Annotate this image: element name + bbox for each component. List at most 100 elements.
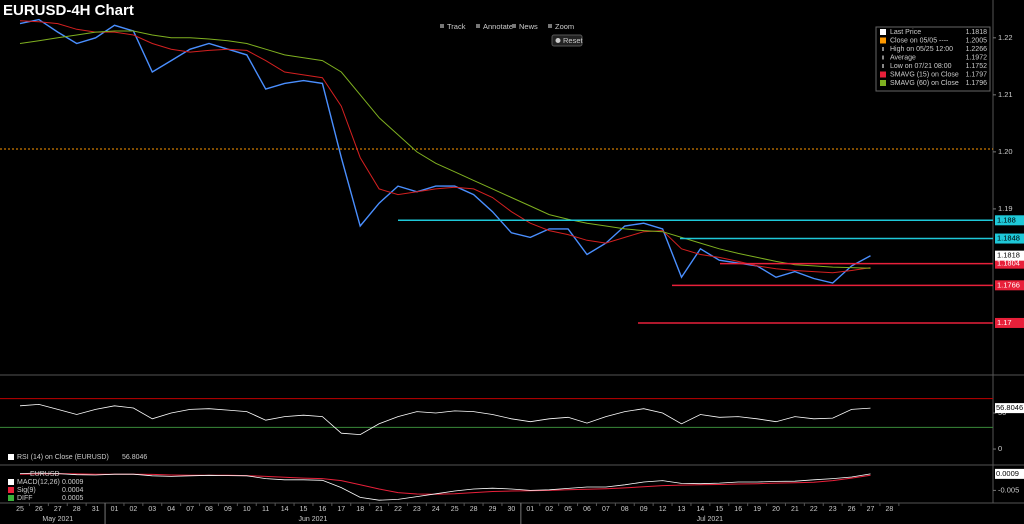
legend-value: 1.2005 xyxy=(966,37,988,44)
x-tick-label: 15 xyxy=(300,506,308,513)
legend-label: Average xyxy=(890,54,916,61)
rsi-legend-label: RSI (14) on Close (EURUSD) xyxy=(17,454,109,461)
moving-average xyxy=(19,30,871,269)
macd-legend-value: 0.0009 xyxy=(62,479,84,486)
month-label: May 2021 xyxy=(42,516,73,523)
y-tick-label: 1.20 xyxy=(998,147,1013,156)
y-tick-label: 1.21 xyxy=(998,90,1013,99)
last-price-label: 1.1818 xyxy=(997,251,1020,260)
toolbar-item[interactable]: Zoom xyxy=(555,22,574,31)
x-tick-label: 04 xyxy=(167,506,175,513)
macd-title: EURUSD xyxy=(30,471,60,478)
level-label: 1.17 xyxy=(997,318,1012,327)
toolbar-item[interactable]: Annotate xyxy=(483,22,513,31)
x-tick-label: 20 xyxy=(772,506,780,513)
x-tick-label: 09 xyxy=(224,506,232,513)
x-tick-label: 15 xyxy=(715,506,723,513)
x-tick-label: 16 xyxy=(734,506,742,513)
legend-swatch xyxy=(8,495,14,501)
level-label: 1.188 xyxy=(997,215,1016,224)
x-tick-label: 23 xyxy=(413,506,421,513)
macd-legend-value: 0.0005 xyxy=(62,495,84,502)
x-tick-label: 17 xyxy=(337,506,345,513)
toolbar-item[interactable]: Track xyxy=(447,22,466,31)
x-tick-label: 07 xyxy=(602,506,610,513)
legend-swatch xyxy=(880,37,886,44)
legend-icon xyxy=(882,47,884,51)
x-tick-label: 22 xyxy=(810,506,818,513)
macd-legend-label: MACD(12,26) xyxy=(17,479,60,486)
x-tick-label: 13 xyxy=(678,506,686,513)
level-tag xyxy=(995,280,1024,291)
x-tick-label: 23 xyxy=(829,506,837,513)
x-tick-label: 30 xyxy=(508,506,516,513)
x-tick-label: 07 xyxy=(186,506,194,513)
x-tick-label: 14 xyxy=(697,506,705,513)
reset-icon xyxy=(555,38,561,43)
rsi-tag-label: 56.8046 xyxy=(996,403,1023,412)
chart-title: EURUSD-4H Chart xyxy=(3,2,134,19)
level-label: 1.1848 xyxy=(997,234,1020,243)
macd-legend-label: Sig(9) xyxy=(17,487,36,494)
y-tick-label: 0 xyxy=(998,444,1002,453)
last-price-tag xyxy=(995,250,1024,261)
rsi-line xyxy=(19,403,871,436)
month-label: Jul 2021 xyxy=(697,516,724,523)
reset-button[interactable] xyxy=(551,34,583,47)
y-tick-label: -0.005 xyxy=(998,485,1019,494)
legend-swatch xyxy=(880,71,886,78)
legend-swatch xyxy=(8,487,14,493)
macd-tag xyxy=(995,468,1024,479)
legend-label: Last Price xyxy=(890,29,921,36)
legend-icon xyxy=(882,55,884,60)
x-tick-label: 01 xyxy=(111,506,119,513)
price-line xyxy=(19,18,871,284)
x-tick-label: 26 xyxy=(35,506,43,513)
x-tick-label: 03 xyxy=(148,506,156,513)
x-tick-label: 10 xyxy=(243,506,251,513)
x-tick-label: 01 xyxy=(526,506,534,513)
legend-label: SMAVG (60) on Close xyxy=(890,80,959,87)
x-tick-label: 26 xyxy=(848,506,856,513)
y-tick-label: 1.22 xyxy=(998,33,1013,42)
x-tick-label: 21 xyxy=(791,506,799,513)
level-tag xyxy=(995,258,1024,269)
toolbar-icon xyxy=(440,24,444,28)
legend-label: High on 05/25 12:00 xyxy=(890,46,953,53)
legend-label: Low on 07/21 08:00 xyxy=(890,63,952,70)
toolbar-item[interactable]: News xyxy=(519,22,538,31)
level-tag xyxy=(995,317,1024,328)
x-tick-label: 25 xyxy=(451,506,459,513)
x-tick-label: 12 xyxy=(659,506,667,513)
rsi-tag xyxy=(995,403,1024,414)
x-tick-label: 09 xyxy=(640,506,648,513)
macd-line xyxy=(19,472,871,501)
x-tick-label: 08 xyxy=(621,506,629,513)
legend-icon xyxy=(882,64,884,68)
x-tick-label: 02 xyxy=(130,506,138,513)
x-tick-label: 24 xyxy=(432,506,440,513)
reset-label[interactable]: Reset xyxy=(563,36,584,45)
x-tick-label: 05 xyxy=(564,506,572,513)
legend-label: Close on 05/05 ---- xyxy=(890,37,949,44)
x-tick-label: 14 xyxy=(281,506,289,513)
x-tick-label: 16 xyxy=(319,506,327,513)
toolbar-icon xyxy=(512,24,516,28)
x-tick-label: 22 xyxy=(394,506,402,513)
x-tick-label: 28 xyxy=(470,506,478,513)
month-label: Jun 2021 xyxy=(299,516,328,523)
x-tick-label: 29 xyxy=(489,506,497,513)
legend-swatch xyxy=(8,454,14,460)
x-tick-label: 27 xyxy=(867,506,875,513)
x-tick-label: 28 xyxy=(886,506,894,513)
x-tick-label: 18 xyxy=(356,506,364,513)
level-label: 1.1766 xyxy=(997,280,1020,289)
x-tick-label: 25 xyxy=(16,506,24,513)
signal-line xyxy=(19,473,871,495)
legend-value: 1.1752 xyxy=(966,63,988,70)
x-tick-label: 08 xyxy=(205,506,213,513)
toolbar-icon xyxy=(476,24,480,28)
legend-box xyxy=(875,26,991,92)
x-tick-label: 02 xyxy=(545,506,553,513)
